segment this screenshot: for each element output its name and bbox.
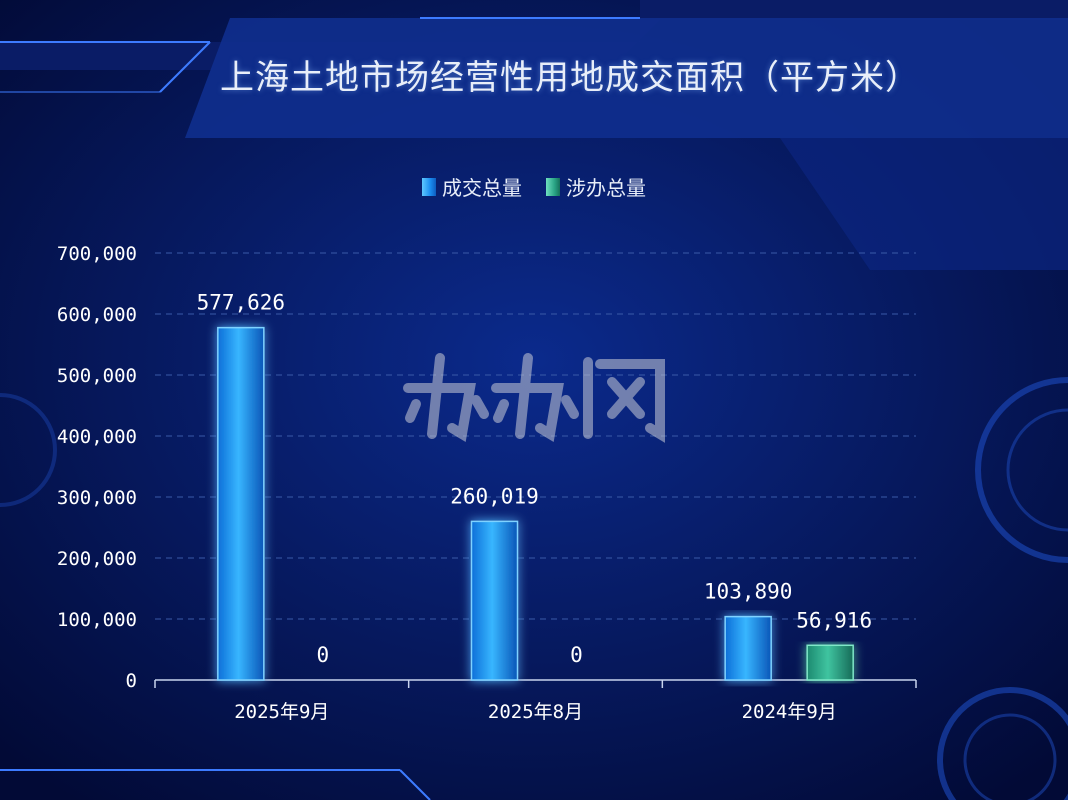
data-label: 260,019 [450,484,539,508]
y-tick-label: 400,000 [57,426,137,448]
y-tick-label: 100,000 [57,609,137,631]
legend-label-involved: 涉办总量 [566,176,646,200]
data-label: 0 [317,643,330,667]
y-tick-label: 200,000 [57,548,137,570]
chart-title: 上海土地市场经营性用地成交面积（平方米） [220,58,920,98]
data-label: 56,916 [796,608,872,632]
y-tick-label: 700,000 [57,243,137,265]
watermark-logo [403,353,665,443]
y-tick-label: 600,000 [57,304,137,326]
x-category-label: 2025年9月 [234,701,329,723]
y-tick-label: 0 [126,670,137,692]
x-category-label: 2024年9月 [742,701,837,723]
legend-label-total: 成交总量 [442,176,522,200]
data-label: 103,890 [704,580,793,604]
legend: 成交总量 涉办总量 [0,172,1068,201]
legend-swatch-total [422,177,436,196]
legend-swatch-involved [546,177,560,196]
y-tick-label: 300,000 [57,487,137,509]
data-label: 577,626 [197,291,286,315]
data-label: 0 [570,643,583,667]
bar-total [217,326,265,681]
x-category-label: 2025年8月 [488,701,583,723]
bar-involved [806,644,854,681]
bar-total [724,615,772,681]
y-tick-label: 500,000 [57,365,137,387]
bar-total [470,520,519,681]
legend-item-involved: 涉办总量 [546,172,646,201]
legend-item-total: 成交总量 [422,172,522,201]
